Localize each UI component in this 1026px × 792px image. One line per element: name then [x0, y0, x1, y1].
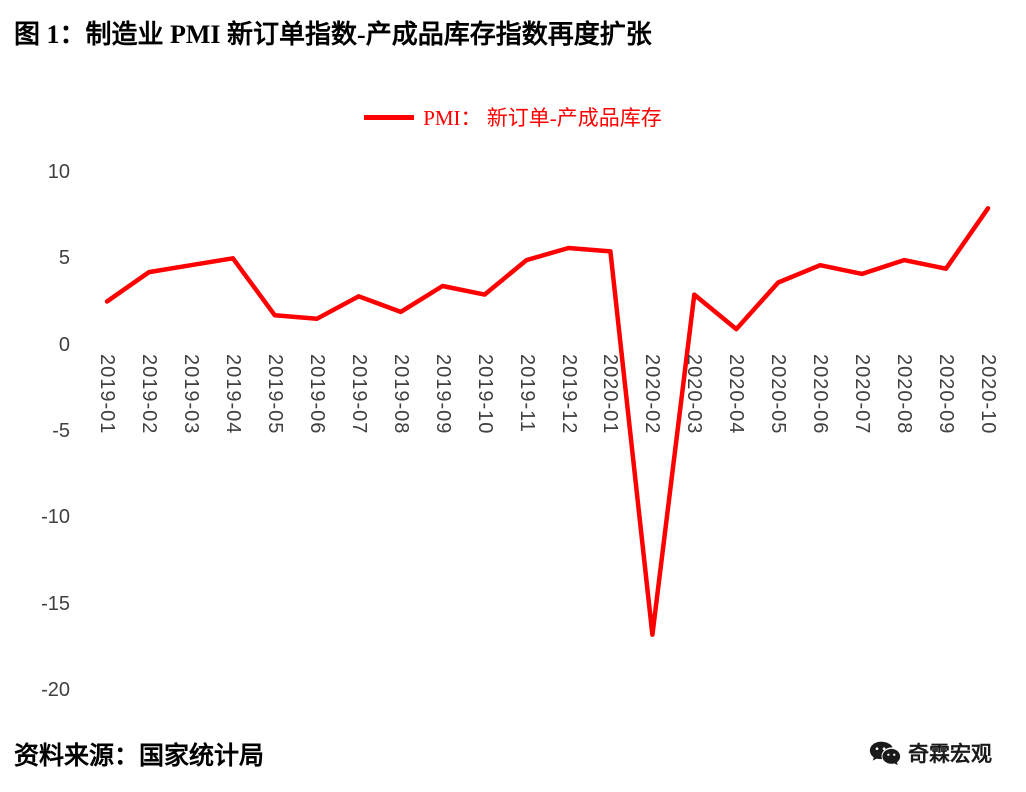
- x-axis-tick-label: 2020-06: [809, 354, 832, 435]
- x-axis-tick-label: 2019-06: [305, 354, 328, 435]
- pmi-line: [104, 206, 991, 637]
- x-axis-tick-label: 2019-02: [138, 354, 160, 435]
- x-axis-tick-label: 2020-10: [977, 354, 999, 435]
- y-axis-tick-label: 0: [58, 333, 70, 356]
- x-axis-tick-label: 2019-08: [389, 354, 412, 435]
- y-axis-tick-label: 5: [58, 247, 70, 270]
- x-axis-tick-label: 2019-11: [515, 354, 538, 433]
- y-axis-tick-label: -5: [52, 420, 70, 442]
- brand-logo: 奇霖宏观: [869, 738, 992, 768]
- wechat-icon: [869, 741, 901, 765]
- brand-name: 奇霖宏观: [908, 743, 992, 766]
- y-axis-tick-label: -15: [41, 592, 70, 615]
- x-axis-tick-label: 2020-01: [599, 354, 622, 435]
- x-axis-tick-label: 2019-05: [263, 354, 286, 435]
- x-axis-tick-label: 2019-03: [179, 354, 202, 435]
- x-axis-tick-label: 2020-04: [725, 354, 748, 435]
- x-axis-tick-label: 2019-04: [221, 354, 244, 435]
- x-axis-tick-label: 2020-08: [893, 354, 916, 435]
- y-axis-tick-label: -10: [41, 506, 70, 529]
- x-axis-tick-label: 2019-10: [473, 354, 496, 435]
- x-axis-tick-label: 2020-07: [851, 354, 874, 435]
- legend-line-marker: [364, 114, 415, 120]
- source-note: 资料来源：国家统计局: [14, 743, 265, 770]
- y-axis-tick-label: 10: [47, 161, 70, 183]
- x-axis-tick-label: 2019-07: [347, 354, 370, 435]
- x-axis-tick-label: 2019-01: [96, 354, 118, 435]
- legend-label: PMI： 新订单-产成品库存: [423, 106, 662, 130]
- x-axis-tick-label: 2020-05: [767, 354, 790, 435]
- chart-title: 图 1：制造业 PMI 新订单指数-产成品库存指数再度扩张: [14, 20, 652, 49]
- x-axis-tick-label: 2020-03: [683, 354, 706, 435]
- x-axis-tick-label: 2020-02: [641, 354, 664, 435]
- x-axis-tick-label: 2020-09: [935, 354, 957, 435]
- x-axis-tick-label: 2019-12: [557, 354, 580, 435]
- legend: PMI： 新订单-产成品库存: [0, 102, 1026, 132]
- y-axis-tick-label: -20: [41, 679, 70, 701]
- x-axis-tick-label: 2019-09: [431, 354, 454, 435]
